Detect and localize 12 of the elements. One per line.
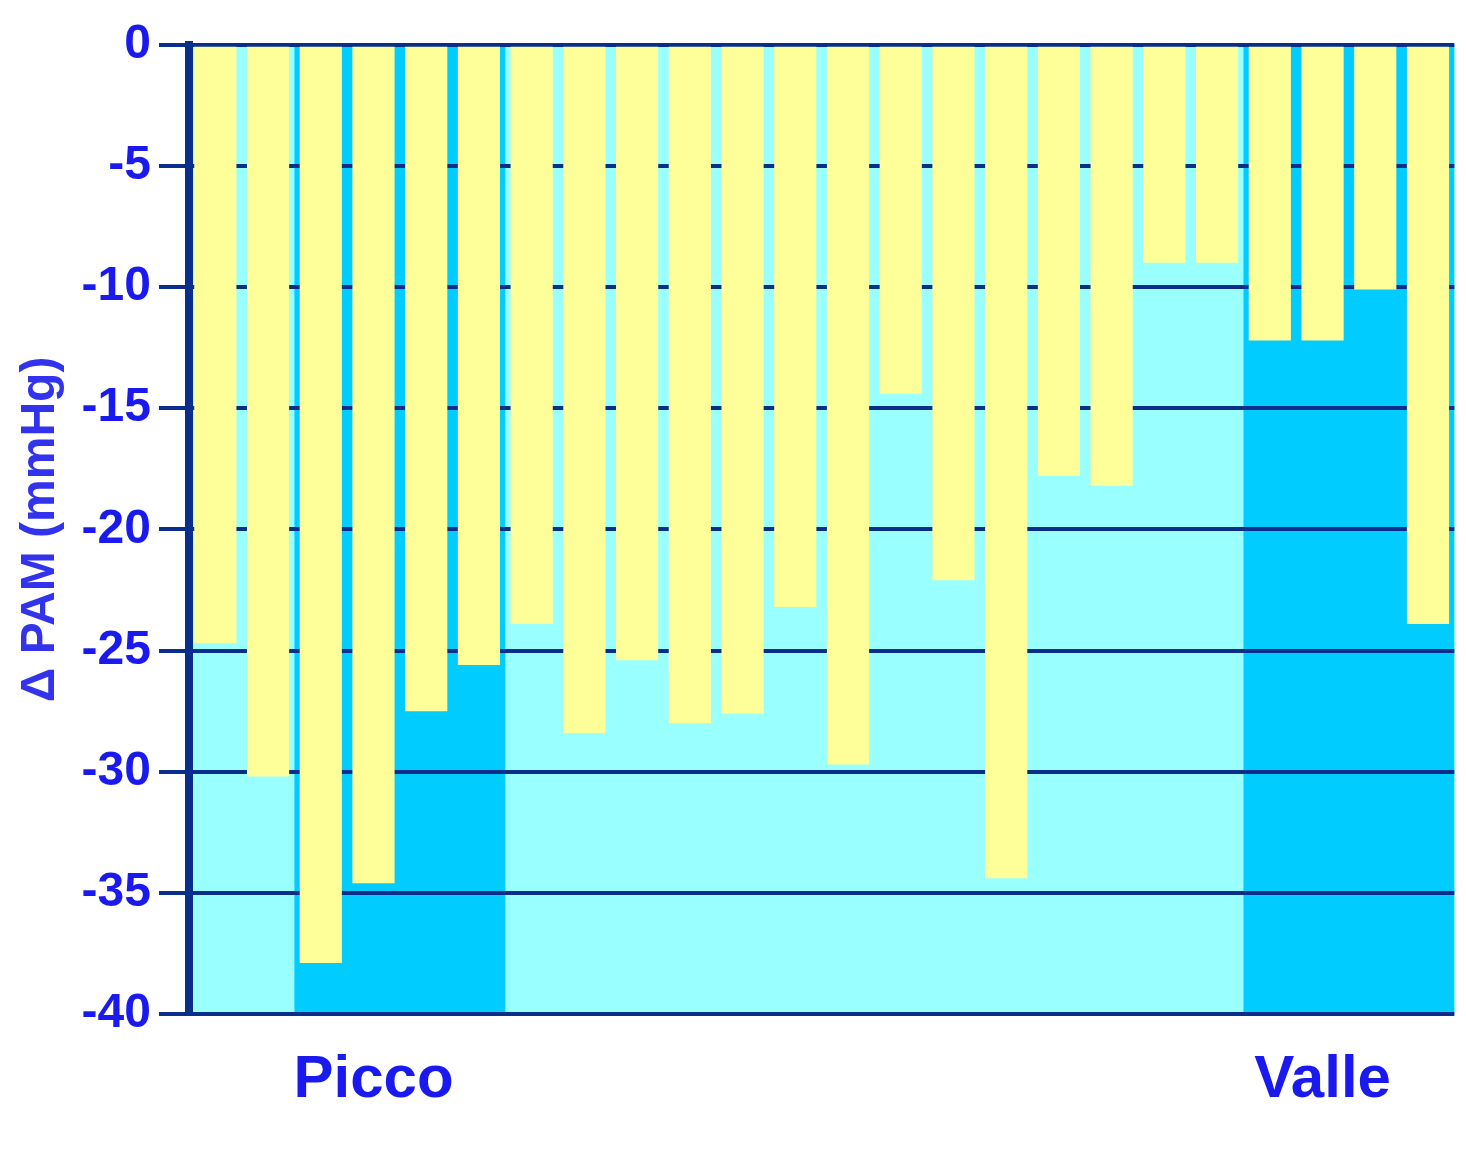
y-tick-label: -35 <box>81 863 151 917</box>
y-tick-label: -30 <box>81 741 151 795</box>
y-tick-label: -5 <box>108 136 151 190</box>
y-tick-label: -40 <box>81 984 151 1038</box>
y-tick-label: -20 <box>81 499 151 553</box>
y-tick-label: 0 <box>124 15 151 69</box>
y-axis-title: Δ PAM (mmHg) <box>11 356 65 703</box>
x-tick-label: Picco <box>293 1042 454 1110</box>
y-tick-label: -10 <box>81 257 151 311</box>
x-tick-label: Valle <box>1254 1042 1391 1110</box>
y-tick-label: -15 <box>81 378 151 432</box>
y-tick-label: -25 <box>81 620 151 674</box>
